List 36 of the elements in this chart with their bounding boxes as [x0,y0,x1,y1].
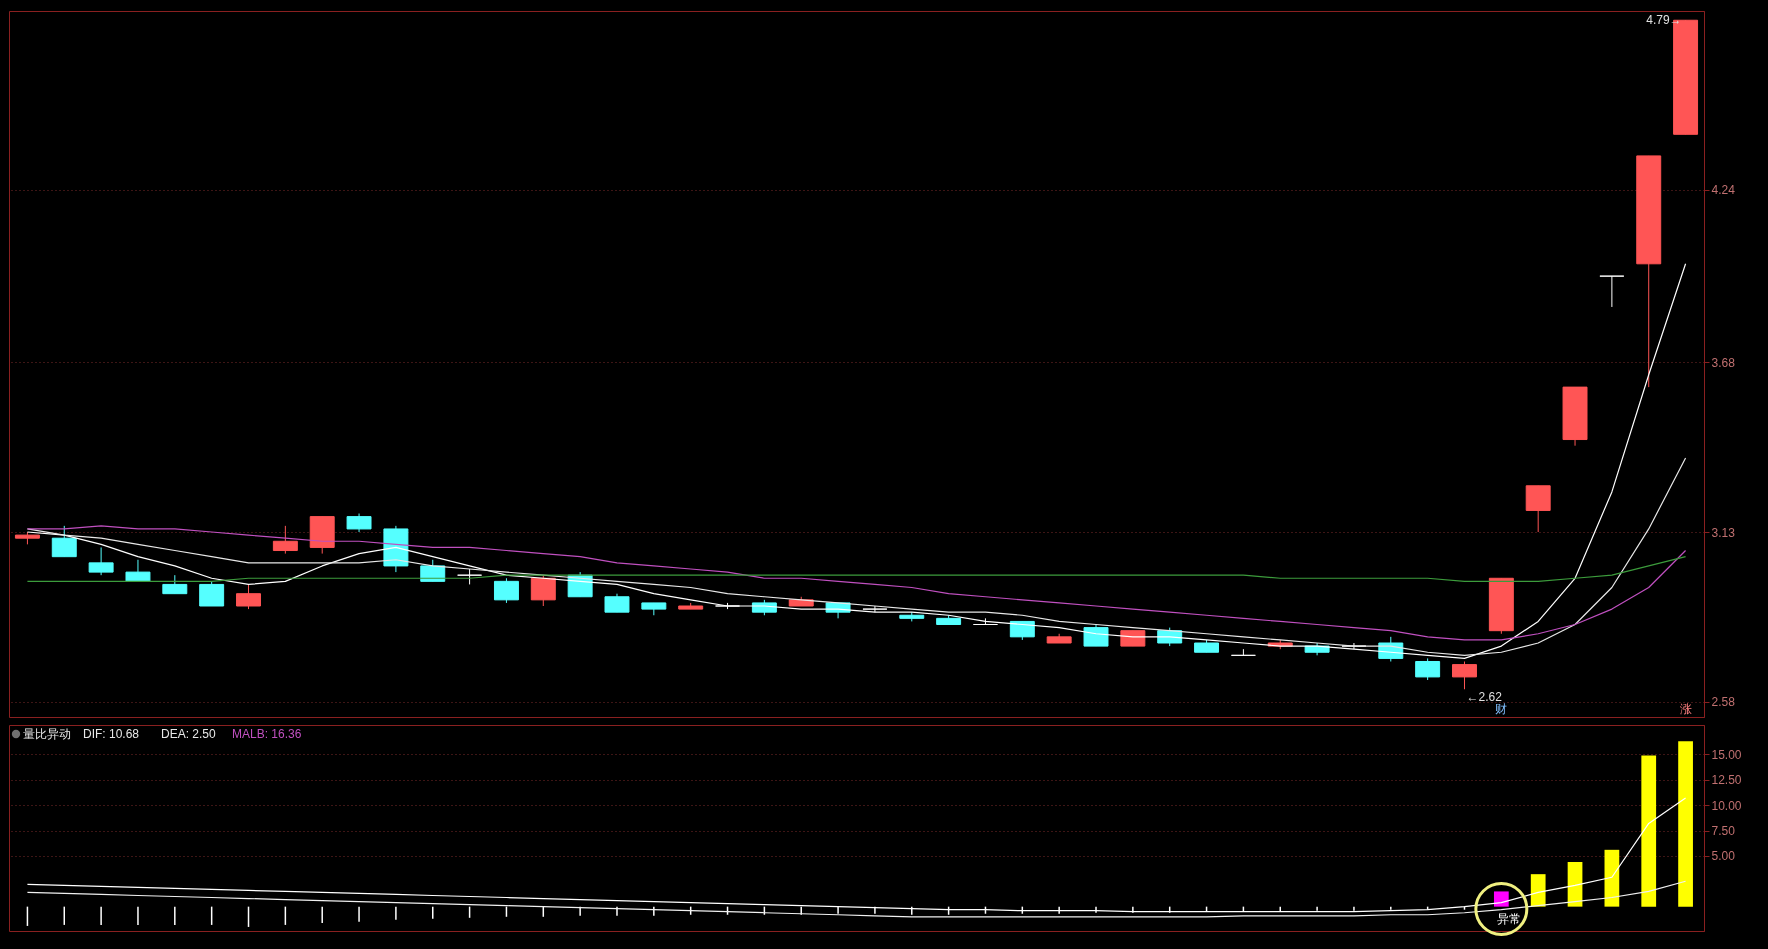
y-tick-label: 10.00 [1711,798,1742,813]
candlestick [1415,657,1441,681]
annotation: 财 [1495,702,1508,716]
y-tick-label: 12.50 [1711,773,1742,788]
candlestick [272,525,298,555]
candlestick [162,574,188,595]
line-series [26,797,1687,913]
annotation: MALB: 16.36 [232,727,302,741]
candlestick [346,513,372,533]
candlestick [1452,661,1477,690]
candlestick [1230,648,1256,656]
line-series [26,525,1687,641]
annotation: 涨 [1679,702,1692,716]
annotation: DIF: 10.68 [83,727,140,741]
y-tick-label: 3.13 [1711,525,1736,540]
y-tick-label: 4.24 [1711,183,1736,198]
y-tick-label: 2.58 [1711,695,1736,710]
chart-title: 量比异动 [23,727,71,741]
candlestick [51,525,77,558]
annotation: DEA: 2.50 [161,727,217,741]
candlestick [493,577,519,604]
annotation: 异常 [1497,912,1522,926]
candlestick [604,593,630,613]
line-series [26,556,1687,582]
y-tick-label: 5.00 [1711,849,1736,864]
y-tick-label: 7.50 [1711,824,1736,839]
candlestick [88,546,114,576]
annotation: 4.79→ [1646,13,1682,28]
candlestick [530,574,556,607]
y-tick-label: 3.68 [1711,355,1736,370]
annotation: ←2.62 [1466,690,1503,705]
candlestick [1083,624,1109,647]
candlestick [199,580,225,607]
candlestick [1599,275,1625,308]
candlestick [236,583,261,610]
y-tick-label: 15.00 [1711,747,1742,762]
